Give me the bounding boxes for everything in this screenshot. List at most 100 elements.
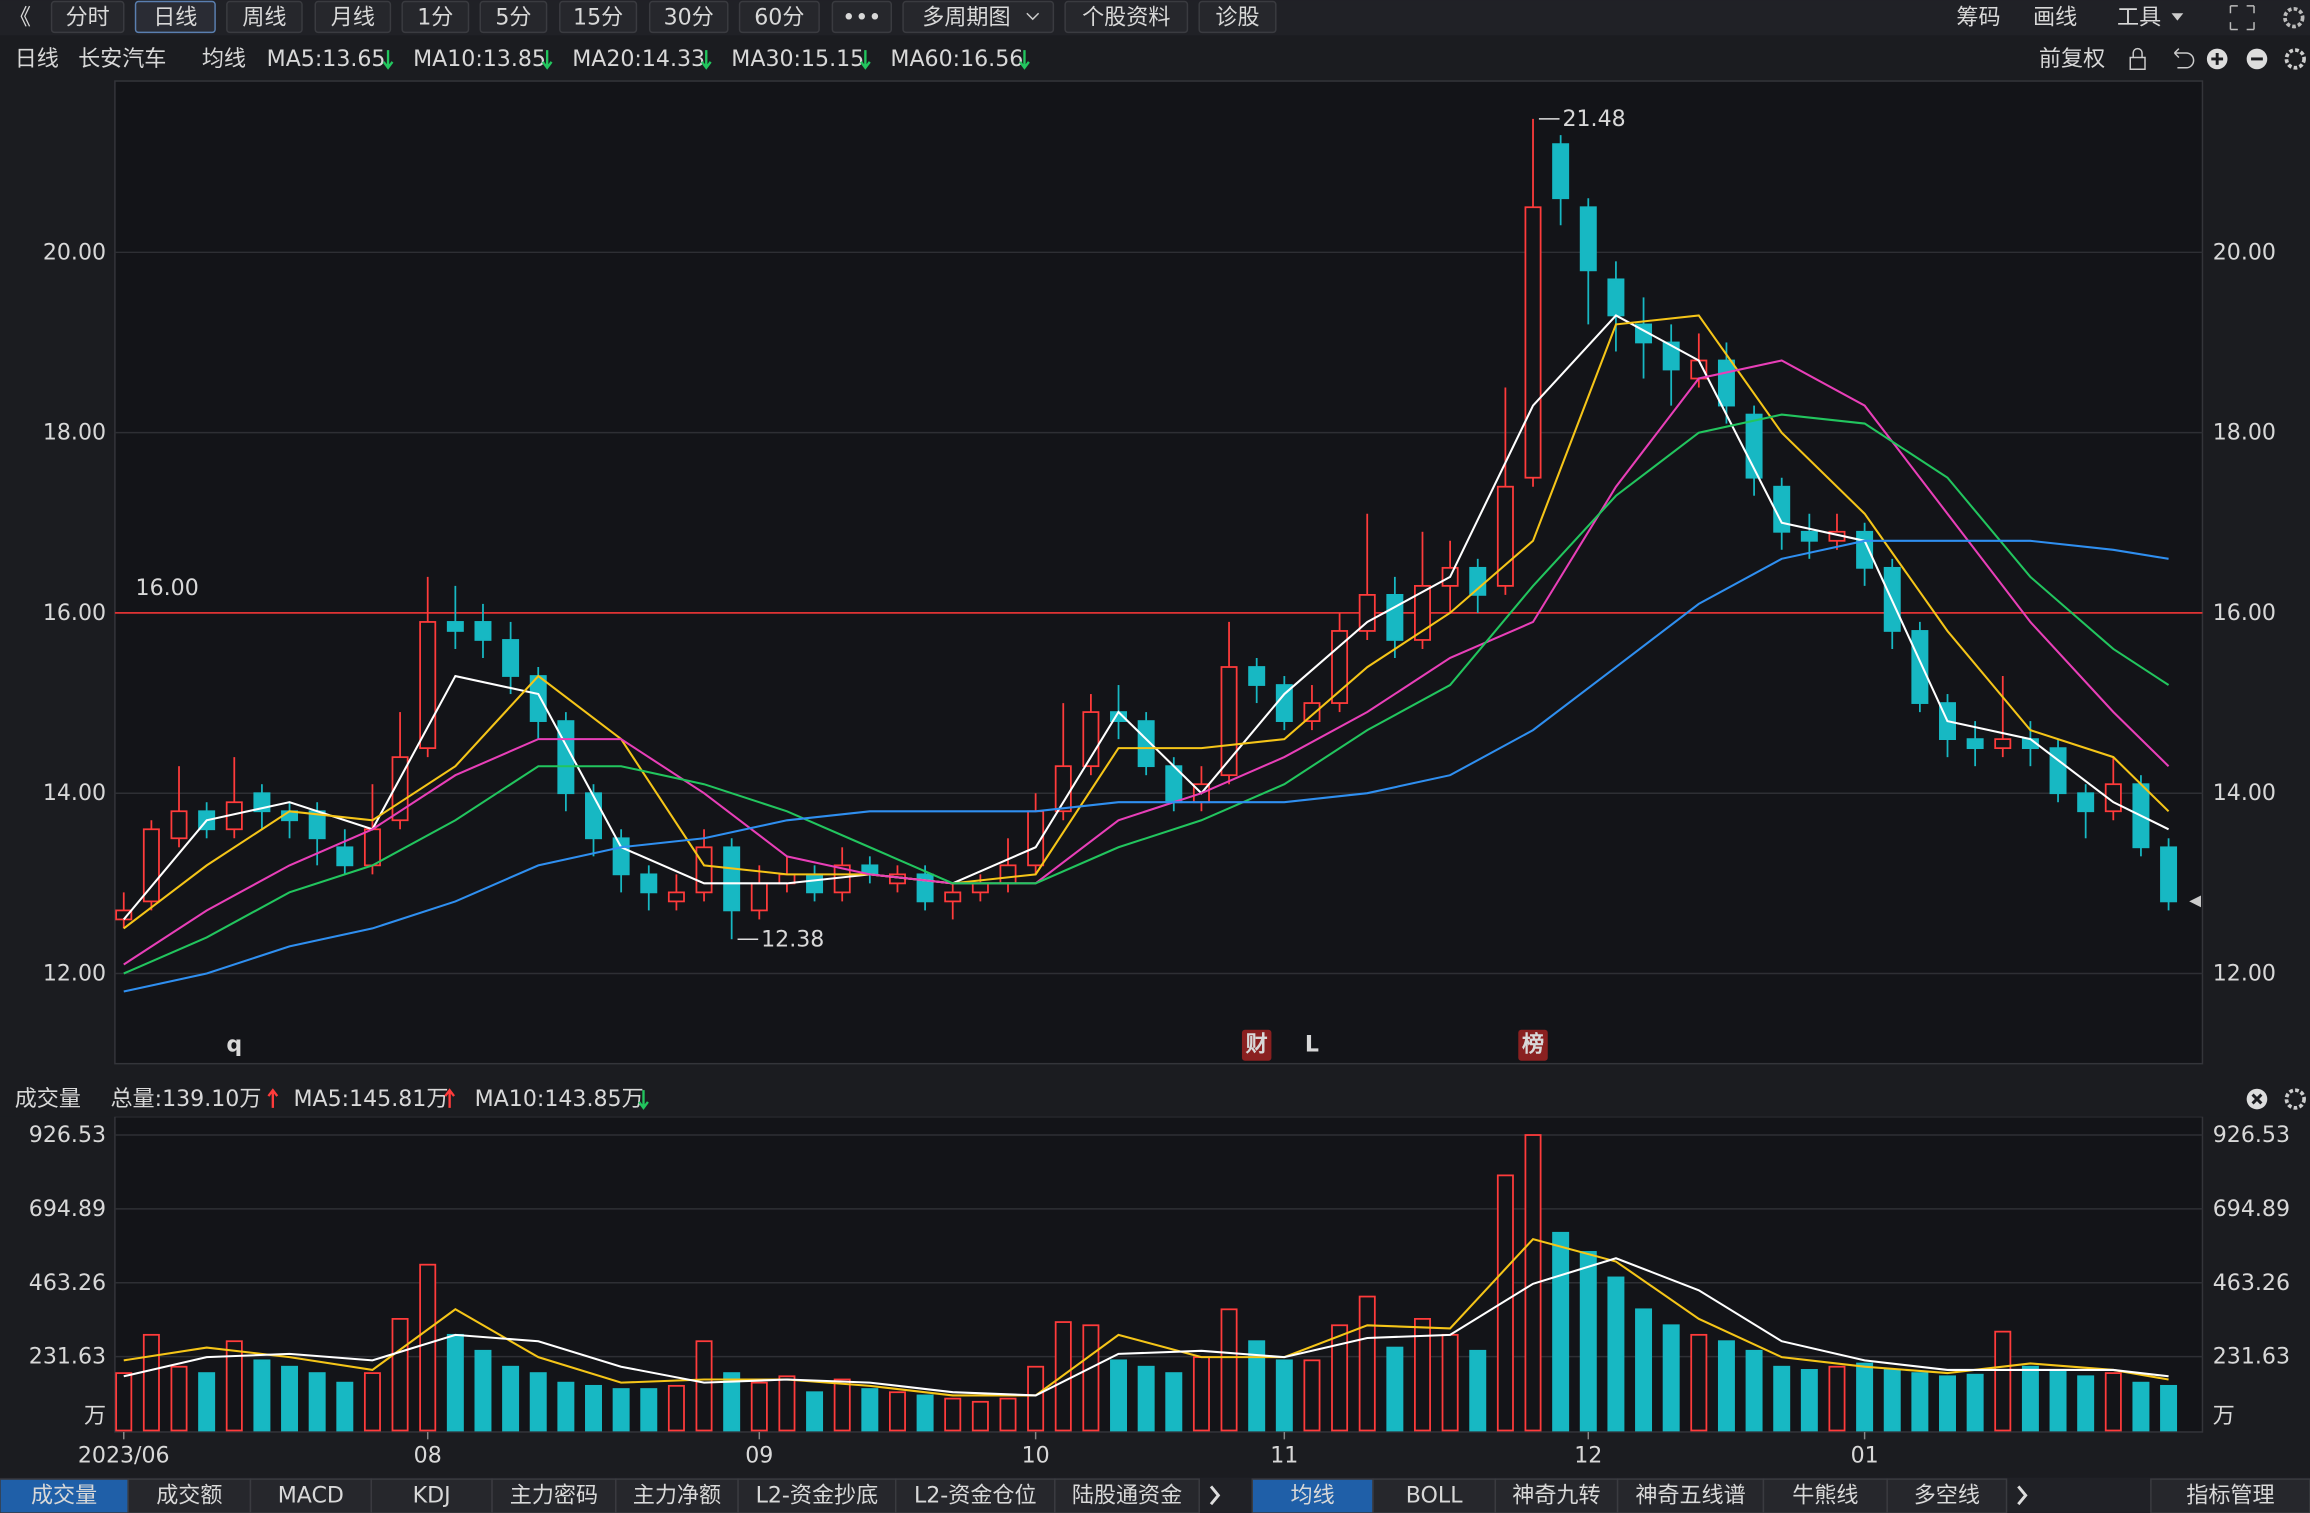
volume-bar — [1690, 1333, 1708, 1432]
y-tick-label-right: 463.26 — [2213, 1270, 2290, 1296]
indicator-tab[interactable] — [1054, 1478, 1200, 1513]
toolbar-label: 1分 — [417, 5, 453, 31]
trend-arrow — [267, 1088, 279, 1108]
y-tick-label: 20.00 — [43, 239, 106, 265]
undo-icon[interactable] — [2173, 48, 2195, 69]
overlay-tab[interactable] — [1494, 1478, 1619, 1513]
settings-icon[interactable] — [2283, 7, 2305, 29]
volume-bar — [529, 1372, 547, 1432]
candle-body — [1386, 594, 1404, 641]
x-tick-label: 09 — [745, 1443, 773, 1469]
y-tick-label: 14.00 — [43, 780, 106, 806]
indicator-tab[interactable] — [249, 1478, 372, 1513]
dropdown-chevron — [1026, 12, 1040, 21]
plus — [2211, 53, 2224, 65]
y-tick-label-right: 14.00 — [2213, 780, 2276, 806]
toolbar-button[interactable] — [50, 0, 125, 34]
toolbar-button[interactable] — [648, 0, 729, 34]
overlay-tab-label: 牛熊线 — [1792, 1482, 1858, 1508]
toolbar-button[interactable] — [226, 0, 303, 34]
toolbar-label: 诊股 — [1215, 5, 1259, 31]
volume-bar — [999, 1397, 1017, 1432]
toolbar-button[interactable] — [831, 0, 893, 34]
candle-body — [142, 828, 160, 903]
back-button[interactable]: 《 — [9, 5, 31, 31]
settings-icon[interactable] — [2284, 1088, 2306, 1110]
candle-body — [474, 621, 492, 641]
candle-body — [2049, 747, 2067, 795]
volume-bar — [281, 1365, 299, 1432]
unit-label: 万 — [84, 1403, 106, 1429]
volume-bar — [1165, 1372, 1183, 1432]
volume-bar — [557, 1381, 575, 1432]
toolbar-label: 月线 — [331, 5, 375, 31]
event-marker[interactable]: 财 — [1246, 1032, 1268, 1058]
volume-bar — [585, 1384, 602, 1432]
volume-bar — [2160, 1384, 2178, 1432]
volume-bar — [640, 1388, 658, 1432]
overlay-tab[interactable] — [1616, 1478, 1765, 1513]
y-tick-label: 231.63 — [29, 1344, 106, 1370]
volume-bar — [1386, 1346, 1404, 1432]
tab-scroll[interactable] — [2017, 1485, 2028, 1506]
candle-body — [1303, 702, 1321, 722]
toolbar-button[interactable] — [314, 0, 392, 34]
manage-label: 指标管理 — [2186, 1482, 2274, 1508]
overlay-tab-label: BOLL — [1406, 1482, 1463, 1508]
toolbar-button[interactable] — [401, 0, 470, 34]
fullscreen-icon[interactable] — [2229, 5, 2255, 31]
settings-icon[interactable] — [2284, 48, 2306, 70]
volume-bar — [695, 1340, 713, 1432]
adjust-label[interactable]: 前复权 — [2039, 46, 2105, 72]
indicator-tab[interactable] — [615, 1478, 739, 1513]
event-marker[interactable]: 榜 — [1522, 1032, 1544, 1058]
tab-scroll[interactable] — [1209, 1485, 1221, 1506]
toolbar-right-label[interactable]: 工具 — [2117, 5, 2161, 31]
volume-bar — [1414, 1317, 1431, 1432]
indicator-tab[interactable] — [0, 1478, 129, 1513]
volume-bar — [1607, 1276, 1625, 1432]
candle-body — [1220, 666, 1238, 777]
candle-body — [1524, 206, 1542, 479]
toolbar-button[interactable] — [902, 0, 1055, 34]
toolbar-button[interactable] — [738, 0, 820, 34]
candle-body — [1414, 584, 1431, 641]
volume-bar — [1911, 1372, 1929, 1432]
toolbar-right-label[interactable]: 筹码 — [1956, 5, 2000, 31]
volume-header-bg — [0, 1082, 2310, 1117]
volume-bar — [1939, 1375, 1956, 1432]
volume-bar — [1027, 1365, 1045, 1432]
toolbar-right-label[interactable]: 画线 — [2033, 5, 2077, 31]
candle-body — [1662, 341, 1680, 371]
overlay-tab[interactable] — [1762, 1478, 1888, 1513]
volume-bar — [723, 1372, 741, 1432]
x-tick-label: 12 — [1574, 1443, 1602, 1469]
event-marker[interactable]: q — [226, 1032, 242, 1058]
toolbar-button[interactable] — [134, 0, 216, 34]
volume-bar — [944, 1397, 962, 1432]
volume-bar — [1994, 1330, 2012, 1432]
toolbar-button[interactable] — [559, 0, 638, 34]
volume-bar — [2021, 1365, 2039, 1432]
candle-body — [1966, 738, 1984, 750]
event-marker[interactable]: L — [1305, 1032, 1319, 1058]
volume-bar — [1745, 1349, 1763, 1432]
extreme-label: 12.38 — [761, 926, 824, 952]
trend-arrow — [1019, 50, 1030, 70]
candle-body — [1496, 485, 1514, 587]
y-tick-label-right: 20.00 — [2213, 239, 2276, 265]
volume-bar — [806, 1391, 824, 1432]
toolbar-button[interactable] — [1198, 0, 1277, 34]
x-tick-label: 2023/06 — [78, 1443, 170, 1469]
overlay-tab[interactable] — [1886, 1478, 2008, 1513]
indicator-tab-label: 陆股通资金 — [1072, 1482, 1182, 1508]
candle-body — [971, 882, 989, 894]
toolbar-button[interactable] — [479, 0, 548, 34]
volume-bar — [916, 1394, 934, 1432]
legend-entry: MA5:145.81万 — [293, 1086, 448, 1112]
candle-body — [557, 720, 575, 795]
volume-bar — [778, 1375, 796, 1432]
manage-button[interactable] — [2150, 1478, 2310, 1513]
toolbar-button[interactable] — [1064, 0, 1189, 34]
candle-body — [1552, 143, 1570, 200]
